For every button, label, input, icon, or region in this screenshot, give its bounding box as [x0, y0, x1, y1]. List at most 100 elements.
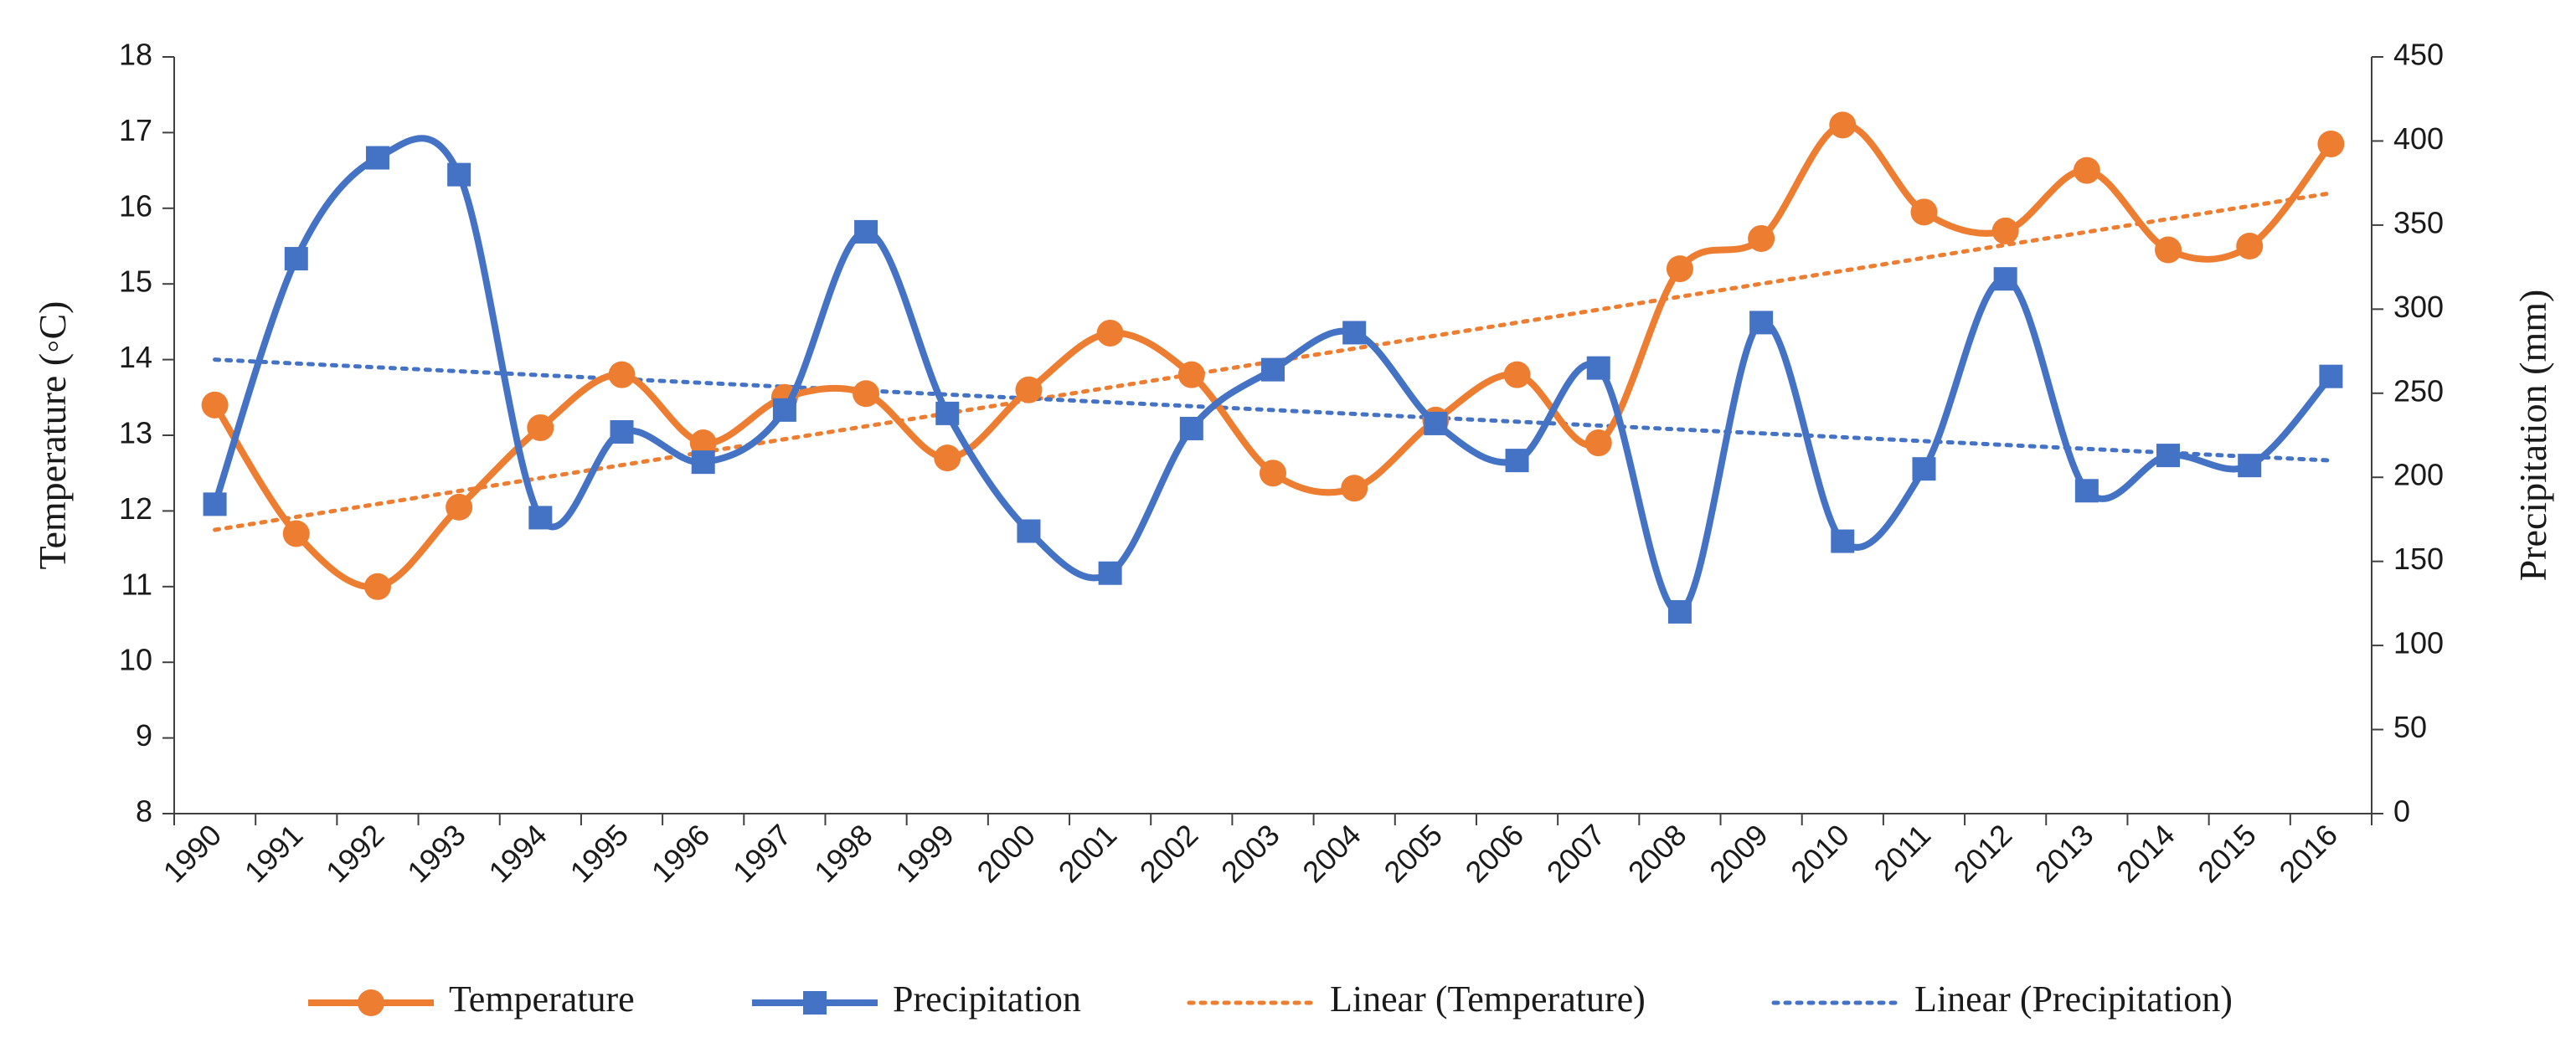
precipitation-point: [610, 419, 634, 444]
y-tick-label-left: 8: [136, 794, 152, 829]
y-tick-label-left: 11: [121, 567, 152, 601]
temperature-point: [2155, 236, 2182, 264]
temperature-point: [1666, 255, 1693, 283]
precipitation-point: [935, 401, 960, 425]
temperature-point: [1177, 361, 1205, 388]
x-tick-label: 2009: [1703, 818, 1775, 890]
axes: [162, 56, 2383, 825]
x-tick-label: 1995: [564, 818, 636, 890]
precipitation-point: [1017, 519, 1041, 543]
precipitation-point: [1993, 267, 2017, 291]
precipitation-point: [203, 492, 227, 516]
precipitation-point: [854, 219, 878, 244]
legend-marker: [803, 991, 827, 1015]
temperature-point: [1015, 376, 1043, 403]
y-tick-label-left: 16: [119, 188, 152, 223]
y-tick-label-right: 150: [2393, 542, 2444, 576]
precipitation-point: [1179, 416, 1203, 440]
x-tick-label: 1997: [726, 818, 798, 890]
temperature-point: [2317, 130, 2345, 157]
legend-marker: [358, 989, 384, 1016]
x-tick-label: 2014: [2110, 818, 2182, 890]
y-tick-label-left: 12: [119, 491, 152, 526]
precipitation-point: [1424, 411, 1448, 435]
temperature-point: [608, 361, 636, 388]
temperature-point: [201, 391, 229, 419]
precipitation-point: [1586, 356, 1610, 380]
precipitation-point: [1912, 457, 1936, 481]
legend-label: Linear (Temperature): [1330, 979, 1646, 1020]
legend-item: Linear (Temperature): [1187, 979, 1646, 1020]
temperature-point: [1748, 224, 1775, 252]
temperature-point: [2236, 233, 2264, 259]
x-tick-label: 2004: [1296, 818, 1368, 890]
precipitation-point: [365, 146, 389, 170]
legend: Temperature Precipitation Linear (Temperat…: [308, 979, 2233, 1020]
y-tick-label-right: 400: [2393, 121, 2444, 156]
y-axis-title-left: Temperature (◦C): [31, 301, 74, 570]
x-tick-label: 1993: [400, 818, 472, 890]
precipitation-point: [447, 162, 471, 187]
temperature-point: [1260, 460, 1286, 487]
temperature-point: [689, 429, 717, 457]
temperature-point: [527, 414, 554, 441]
precipitation-point: [2319, 364, 2343, 388]
y-tick-label-right: 350: [2393, 205, 2444, 239]
y-tick-label-right: 100: [2393, 626, 2444, 660]
precipitation-point: [1261, 357, 1285, 382]
series: [201, 111, 2345, 624]
x-tick-label: 2011: [1867, 818, 1937, 888]
y-tick-label-left: 18: [119, 38, 152, 72]
precipitation-point: [1831, 529, 1855, 553]
temperature-point: [1829, 111, 1857, 139]
temperature-point: [1991, 217, 2019, 244]
precipitation-point: [284, 247, 308, 271]
x-tick-label: 2005: [1377, 818, 1449, 890]
legend-label: Precipitation: [893, 979, 1081, 1020]
temperature-point: [1096, 319, 1124, 347]
precipitation-point: [1749, 311, 1774, 335]
x-tick-label: 1998: [807, 818, 879, 890]
x-tick-label: 2003: [1214, 818, 1286, 890]
y-axis-title-right: Precipitation (mm): [2512, 290, 2554, 582]
y-tick-label-left: 10: [119, 643, 152, 677]
x-tick-label: 2000: [970, 818, 1042, 890]
temperature-point: [363, 573, 391, 600]
temperature-point: [446, 493, 473, 521]
x-tick-label: 2010: [1784, 818, 1856, 890]
y-tick-label-left: 17: [119, 113, 152, 147]
temperature-point: [934, 444, 961, 472]
y-tick-label-left: 9: [136, 718, 152, 753]
precipitation-point: [1098, 561, 1122, 585]
precipitation-point: [1667, 599, 1692, 624]
temperature-point: [1910, 198, 1938, 226]
x-tick-label: 2001: [1052, 818, 1124, 890]
legend-label: Temperature: [449, 979, 635, 1020]
y-tick-label-left: 14: [119, 340, 152, 374]
precipitation-point: [772, 398, 796, 422]
x-tick-label: 2002: [1133, 818, 1205, 890]
x-tick-label: 2006: [1459, 818, 1531, 890]
y-tick-label-right: 250: [2393, 373, 2444, 408]
x-tick-label: 2015: [2191, 818, 2263, 890]
x-tick-label: 1991: [238, 818, 310, 890]
x-tick-label: 2012: [1947, 818, 2019, 890]
x-tick-label: 2016: [2272, 818, 2344, 890]
precipitation-point: [2156, 444, 2181, 468]
x-tick-label: 2007: [1540, 818, 1612, 890]
precipitation-point: [1342, 321, 1367, 345]
x-tick-label: 2008: [1621, 818, 1693, 890]
precipitation-point: [528, 506, 553, 530]
y-tick-label-right: 200: [2393, 458, 2444, 492]
y-tick-label-right: 300: [2393, 290, 2444, 324]
precipitation-point: [691, 450, 715, 475]
legend-item: Precipitation: [752, 979, 1081, 1020]
x-tick-label: 1996: [645, 818, 717, 890]
x-tick-label: 2013: [2028, 818, 2100, 890]
legend-label: Linear (Precipitation): [1914, 979, 2233, 1020]
y-tick-label-left: 13: [119, 416, 152, 450]
y-tick-label-left: 15: [119, 265, 152, 299]
y-tick-label-right: 450: [2393, 38, 2444, 72]
trendline: [213, 357, 2333, 463]
temperature-point: [282, 520, 310, 547]
